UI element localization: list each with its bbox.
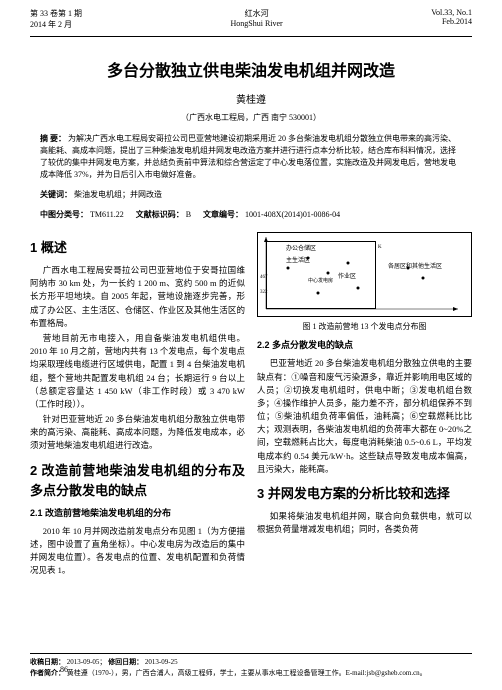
section-1-title: 1 概述 (30, 238, 245, 258)
section-3-title: 3 并网发电方案的分析比较和选择 (257, 484, 472, 504)
s2-1-p1: 2010 年 10 月并网改造前发电点分布见图 1（为方便描述，图中设置了直角坐… (30, 525, 245, 578)
page-number: 86 (60, 664, 68, 676)
abstract-block: 摘 要： 为解决广西水电工程局安哥拉公司巴亚营地建设初期采用近 20 多台柴油发… (40, 133, 462, 181)
two-column-content: 1 概述 广西水电工程局安哥拉公司巴亚营地位于安哥拉国维阿纳市 30 km 处，… (30, 230, 472, 579)
article-id-label: 文章编号： (203, 210, 243, 219)
header-right: Vol.33, No.1 Feb.2014 (431, 8, 472, 30)
section-2-1-title: 2.1 改造前营地柴油发电机组的分布 (30, 507, 245, 521)
header-left: 第 33 卷第 1 期 2014 年 2 月 (30, 8, 82, 30)
article-title: 多台分散独立供电柴油发电机组并网改造 (30, 57, 472, 81)
footer-block: 收稿日期： 2013-09-05； 修回日期： 2013-09-25 作者简介：… (30, 653, 472, 678)
svg-text:K: K (378, 245, 382, 250)
figure-1-diagram: 办公仓储区 主生活区 作业区 各居区和其他生活区 中心发电房 322 467 (257, 232, 472, 317)
revised-label: 修回日期： (108, 658, 143, 666)
s2-2-p1: 巴亚营地近 20 多台柴油发电机组分散独立供电的主要缺点有：①噪音和废气污染源多… (257, 357, 472, 476)
section-2-title: 2 改造前营地柴油发电机组的分布及多点分散发电的缺点 (30, 461, 245, 501)
date-en: Feb.2014 (431, 17, 472, 26)
header-center: 红水河 HongShui River (231, 8, 283, 30)
clc-value: TM611.22 (90, 210, 124, 219)
revised-date: 2013-09-25 (145, 658, 178, 666)
abstract-label: 摘 要： (40, 134, 66, 143)
fig-axes-icon: 322 467 K (258, 233, 471, 316)
abstract-text: 为解决广西水电工程局安哥拉公司巴亚营地建设初期采用近 20 多台柴油发电机组分散… (40, 134, 456, 179)
keywords-label: 关键词： (40, 190, 72, 199)
journal-header: 第 33 卷第 1 期 2014 年 2 月 红水河 HongShui Rive… (0, 0, 502, 34)
svg-text:467: 467 (260, 275, 268, 280)
article-id-value: 1001-408X(2014)01-0086-04 (245, 210, 340, 219)
vol-issue-cn: 第 33 卷第 1 期 (30, 8, 82, 19)
s1-p1: 广西水电工程局安哥拉公司巴亚营地位于安哥拉国维阿纳市 30 km 处，为一长约 … (30, 264, 245, 330)
vol-issue-en: Vol.33, No.1 (431, 8, 472, 17)
s1-p2: 营地目前无市电接入，用自备柴油发电机组供电。2010 年 10 月之前，营地内共… (30, 332, 245, 411)
clc-label: 中图分类号： (40, 210, 88, 219)
received-date: 2013-09-05； (67, 658, 107, 666)
classification-line: 中图分类号： TM611.22 文献标识码： B 文章编号： 1001-408X… (40, 209, 462, 220)
received-line: 收稿日期： 2013-09-05； 修回日期： 2013-09-25 (30, 657, 472, 668)
journal-cn: 红水河 (231, 8, 283, 19)
author-intro-text: 黄桂遵（1970-），男，广西合浦人，高级工程师，学士，主要从事水电工程设备管理… (67, 669, 427, 677)
left-column: 1 概述 广西水电工程局安哥拉公司巴亚营地位于安哥拉国维阿纳市 30 km 处，… (30, 230, 245, 579)
keywords-block: 关键词： 柴油发电机组；并网改造 (40, 189, 462, 201)
header-rule (30, 36, 472, 37)
doc-code-label: 文献标识码： (136, 210, 184, 219)
svg-text:322: 322 (260, 290, 268, 295)
s1-p3: 针对巴亚营地近 20 多台柴油发电机组分散独立供电带来的高污染、高能耗、高成本问… (30, 413, 245, 453)
section-2-2-title: 2.2 多点分散发电的缺点 (257, 339, 472, 353)
s3-p1: 如果将柴油发电机组并网，联合向负载供电，就可以根据负荷量增减发电机组；同时，各类… (257, 510, 472, 536)
journal-en: HongShui River (231, 19, 283, 28)
author-intro-line: 作者简介： 黄桂遵（1970-），男，广西合浦人，高级工程师，学士，主要从事水电… (30, 668, 472, 679)
figure-1-caption: 图 1 改造前营地 13 个发电点分布图 (257, 321, 472, 333)
author-name: 黄桂遵 (0, 91, 502, 106)
right-column: 办公仓储区 主生活区 作业区 各居区和其他生活区 中心发电房 322 467 (257, 230, 472, 579)
doc-code-value: B (186, 210, 191, 219)
author-affiliation: （广西水电工程局，广西 南宁 530001） (0, 112, 502, 123)
date-cn: 2014 年 2 月 (30, 19, 82, 30)
keywords-text: 柴油发电机组；并网改造 (74, 190, 162, 199)
